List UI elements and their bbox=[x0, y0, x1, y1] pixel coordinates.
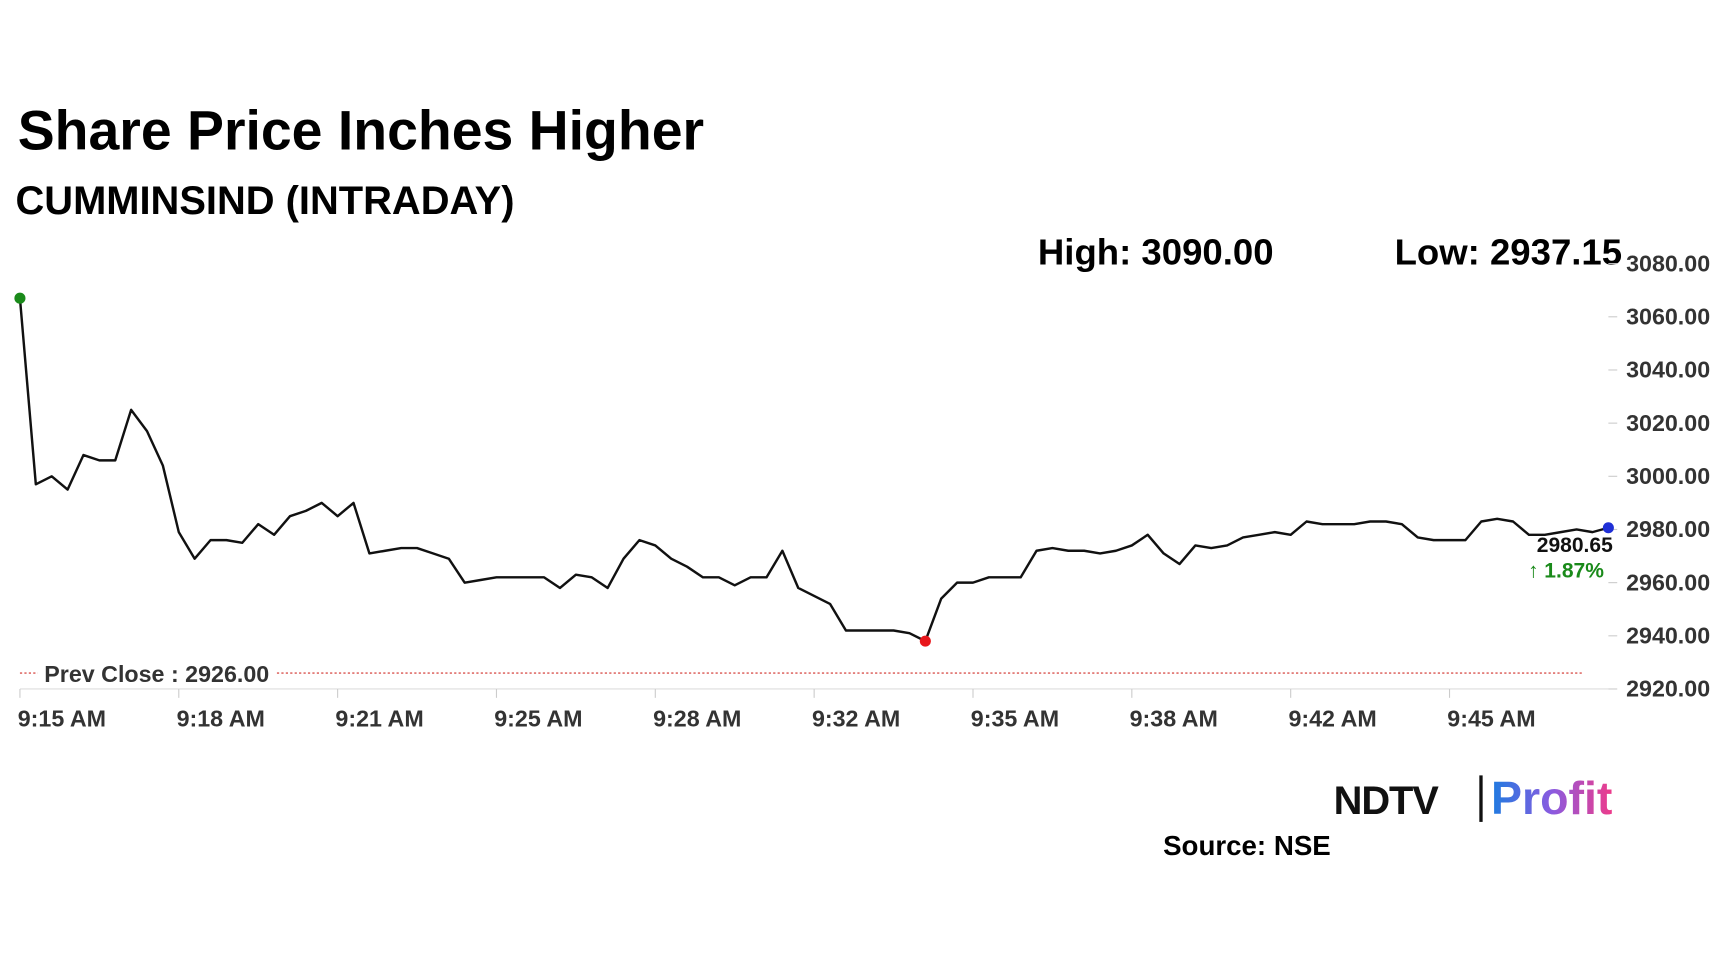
x-tick-label: 9:25 AM bbox=[494, 706, 582, 732]
y-tick-label: 3060.00 bbox=[1626, 304, 1710, 330]
change-label: ↑ 1.87% bbox=[1528, 560, 1604, 583]
chart-title: Share Price Inches Higher bbox=[18, 100, 704, 162]
y-tick-label: 3040.00 bbox=[1626, 357, 1710, 383]
x-tick-label: 9:15 AM bbox=[18, 706, 106, 732]
x-tick-label: 9:28 AM bbox=[653, 706, 741, 732]
logo-profit: Profit bbox=[1491, 772, 1612, 824]
chart-subtitle: CUMMINSIND (INTRADAY) bbox=[16, 179, 515, 223]
prev-close-label-bg bbox=[37, 660, 276, 687]
x-tick-label: 9:18 AM bbox=[177, 706, 265, 732]
prev-close-label: Prev Close : 2926.00 bbox=[44, 661, 269, 687]
price-line bbox=[18, 298, 1609, 643]
source: Source: NSE bbox=[1163, 830, 1331, 861]
x-tick-label: 9:42 AM bbox=[1288, 706, 1376, 732]
x-tick-label: 9:32 AM bbox=[812, 706, 900, 732]
x-tick-label: 9:45 AM bbox=[1447, 706, 1535, 732]
y-tick-label: 3020.00 bbox=[1626, 410, 1710, 436]
end-marker bbox=[1602, 522, 1614, 534]
logo: NDTV Profit bbox=[1334, 772, 1613, 824]
y-tick-label: 2960.00 bbox=[1626, 569, 1710, 595]
low-label: Low: 2937.15 bbox=[1395, 232, 1623, 273]
y-tick-label: 2920.00 bbox=[1626, 676, 1710, 702]
last-price-label: 2980.65 bbox=[1537, 534, 1613, 557]
y-tick-label: 3080.00 bbox=[1626, 250, 1710, 276]
x-tick-label: 9:35 AM bbox=[971, 706, 1059, 732]
x-tick-label: 9:21 AM bbox=[335, 706, 423, 732]
y-tick-label: 3000.00 bbox=[1626, 463, 1710, 489]
high-label: High: 3090.00 bbox=[1038, 232, 1274, 273]
logo-ndtv: NDTV bbox=[1334, 779, 1440, 823]
start-marker bbox=[14, 292, 26, 304]
y-tick-label: 2940.00 bbox=[1626, 623, 1710, 649]
y-tick-label: 2980.00 bbox=[1626, 516, 1710, 542]
x-tick-label: 9:38 AM bbox=[1130, 706, 1218, 732]
low-marker bbox=[919, 635, 931, 647]
